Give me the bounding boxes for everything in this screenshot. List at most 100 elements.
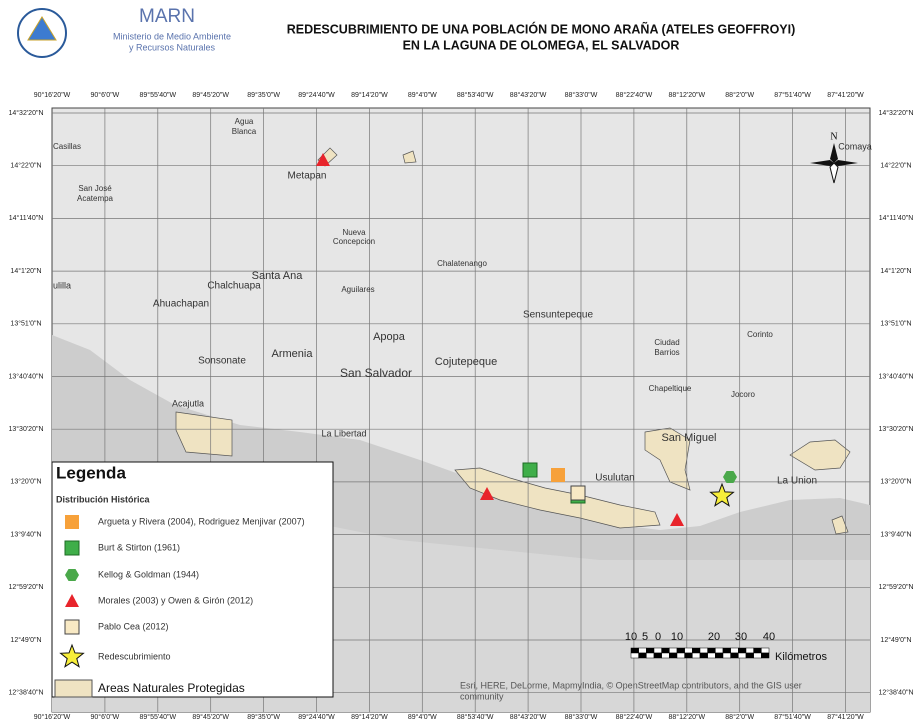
longitude-label: 88°33'0"W: [565, 91, 598, 99]
longitude-label: 89°14'20"W: [351, 91, 388, 99]
latitude-label: 14°32'20"N: [878, 109, 913, 117]
place-label: Ciudad: [654, 338, 679, 347]
latitude-label: 13°40'40"N: [878, 372, 913, 380]
protected-area: [789, 439, 851, 471]
place-label: Chalchuapa: [207, 281, 261, 292]
scale-segment: [715, 647, 724, 654]
place-label: Nueva: [342, 228, 366, 237]
place-label: Acajutla: [172, 398, 204, 408]
scale-segment: [676, 652, 685, 659]
title: EN LA LAGUNA DE OLOMEGA, EL SALVADOR: [403, 38, 680, 52]
latitude-label: 13°51'0"N: [10, 320, 41, 328]
marker: [709, 482, 735, 507]
legend-swatch: [54, 679, 93, 698]
north-arrow-part: [830, 143, 838, 163]
place-label: Jocoro: [731, 390, 756, 399]
place-label: Usulutan: [595, 473, 634, 484]
scale-segment: [669, 647, 678, 654]
longitude-label: 88°53'40"W: [457, 91, 494, 99]
protected-area: [402, 150, 417, 164]
scale-segment: [707, 647, 716, 654]
place-label: San José: [78, 184, 112, 193]
latitude-label: 13°9'40"N: [880, 530, 911, 538]
marker: [480, 487, 494, 500]
latitude-label: 14°11'40"N: [9, 214, 44, 222]
scale-segment: [669, 652, 678, 659]
place-label: Blanca: [232, 127, 257, 136]
north-arrow: N: [810, 131, 858, 184]
latitude-label: 13°20'0"N: [880, 478, 911, 486]
longitude-label: 87°41'20"W: [827, 713, 864, 721]
scale-segment: [653, 652, 662, 659]
marker: [570, 485, 586, 501]
latitude-label: 13°40'40"N: [8, 372, 43, 380]
legend-label: Morales (2003) y Owen & Girón (2012): [98, 595, 253, 605]
latitude-label: 14°22'0"N: [880, 162, 911, 170]
scale-segment: [722, 647, 731, 654]
scale-segment: [761, 652, 770, 659]
legend-label: Argueta y Rivera (2004), Rodriguez Menji…: [98, 516, 305, 526]
latitude-label: 13°30'20"N: [878, 425, 913, 433]
longitude-label: 88°43'20"W: [510, 91, 547, 99]
ministry: y Recursos Naturales: [129, 42, 216, 52]
longitude-label: 90°6'0"W: [90, 91, 119, 99]
longitude-label: 88°53'40"W: [457, 713, 494, 721]
longitude-label: 89°35'0"W: [247, 91, 280, 99]
latitude-label: 12°59'20"N: [8, 583, 43, 591]
legend-box: [51, 461, 334, 698]
scale-segment: [630, 647, 639, 654]
protected-area: [454, 467, 661, 529]
longitude-label: 88°2'0"W: [725, 713, 754, 721]
place-label: La Union: [777, 476, 817, 487]
marker: [65, 594, 79, 607]
protected-area: [831, 515, 849, 535]
longitude-label: 87°41'20"W: [827, 91, 864, 99]
place-label: Casillas: [53, 142, 81, 151]
scale-label: 40: [763, 631, 775, 643]
latitude-label: 13°30'20"N: [8, 425, 43, 433]
marker: [64, 619, 80, 635]
scale-segment: [722, 652, 731, 659]
logo-name: MARN: [139, 6, 195, 27]
scale-segment: [753, 652, 762, 659]
marker: [316, 153, 330, 166]
longitude-label: 88°12'20"W: [669, 91, 706, 99]
place-label: Aguilares: [341, 285, 374, 294]
protected-area: [175, 411, 233, 457]
scale-segment: [646, 652, 655, 659]
legend-subtitle: Distribución Histórica: [56, 494, 151, 504]
scale-label: 20: [708, 631, 720, 643]
marker: [551, 468, 565, 482]
latitude-label: 12°59'20"N: [878, 583, 913, 591]
north-arrow-part: [834, 160, 858, 166]
place-label: Ahuachapan: [153, 299, 209, 310]
scale-label: 30: [735, 631, 747, 643]
place-label: Chapeltique: [649, 384, 692, 393]
marker: [65, 568, 79, 582]
place-label: Concepcion: [333, 237, 375, 246]
scale-segment: [638, 652, 647, 659]
scale-segment: [738, 652, 747, 659]
longitude-label: 89°4'0"W: [408, 713, 437, 721]
north-arrow-part: [810, 160, 834, 166]
scale-unit: Kilómetros: [775, 651, 827, 663]
latitude-label: 13°20'0"N: [10, 478, 41, 486]
scale-segment: [646, 647, 655, 654]
latitude-label: 14°32'20"N: [8, 109, 43, 117]
latitude-label: 14°11'40"N: [879, 214, 914, 222]
place-label: Chalatenango: [437, 259, 487, 268]
legend-label: Burt & Stirton (1961): [98, 542, 180, 552]
scale-segment: [630, 652, 639, 659]
latitude-label: 12°49'0"N: [10, 636, 41, 644]
scale-segment: [661, 647, 670, 654]
scale-segment: [684, 652, 693, 659]
scale-label: 5: [642, 631, 648, 643]
longitude-label: 89°55'40"W: [140, 91, 177, 99]
place-label: La Libertad: [321, 428, 366, 438]
place-label: San Salvador: [340, 366, 412, 380]
scale-segment: [730, 652, 739, 659]
longitude-label: 88°43'20"W: [510, 713, 547, 721]
place-label: Corinto: [747, 330, 773, 339]
scale-label: 0: [655, 631, 661, 643]
legend-label: Kellog & Goldman (1944): [98, 569, 199, 579]
